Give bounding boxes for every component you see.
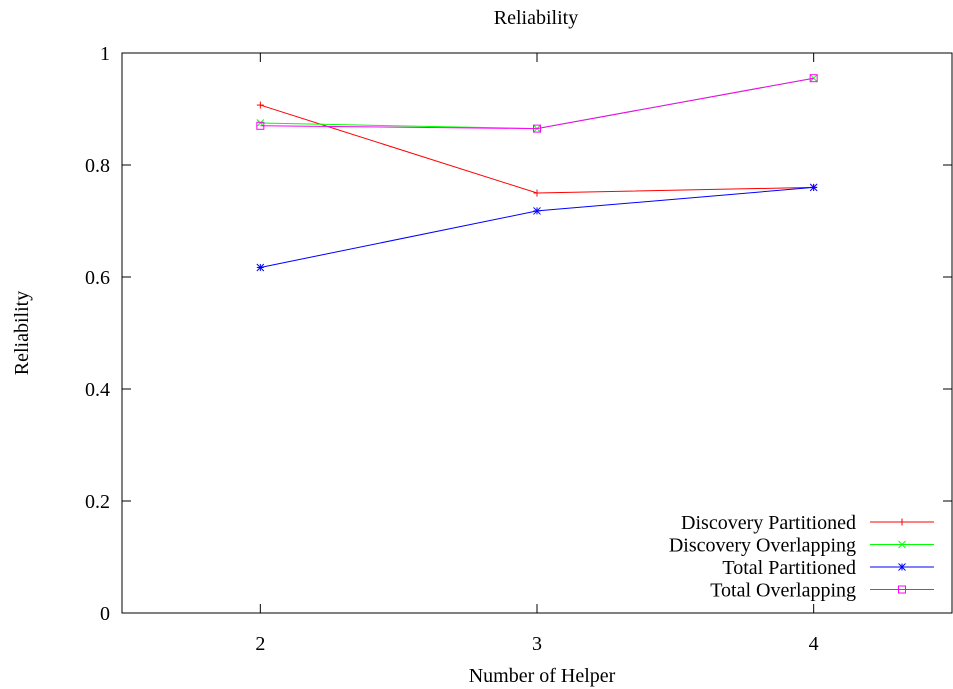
series-total-overlapping xyxy=(256,74,818,133)
series-discovery-overlapping xyxy=(256,74,818,133)
legend-marker xyxy=(898,540,906,549)
y-axis-title: Reliability xyxy=(11,291,33,375)
series-layer xyxy=(256,74,818,272)
legend-item-total-partitioned: Total Partitioned xyxy=(722,557,934,579)
series-line-discovery-overlapping xyxy=(260,77,814,130)
data-point-total-partitioned xyxy=(809,183,818,192)
legend-item-discovery-overlapping: Discovery Overlapping xyxy=(669,535,934,557)
y-tick-label: 0.8 xyxy=(85,155,110,177)
y-tick-label: 0 xyxy=(100,603,110,625)
x-tick-label: 4 xyxy=(809,633,819,655)
y-tick-label: 0.6 xyxy=(85,267,110,289)
data-point-total-overlapping xyxy=(533,124,541,133)
legend-marker xyxy=(898,585,906,594)
y-tick-label: 0.4 xyxy=(85,379,110,401)
series-line-discovery-partitioned xyxy=(260,104,814,194)
y-tick-label: 1 xyxy=(100,43,110,65)
data-point-total-overlapping xyxy=(809,74,818,83)
data-point-total-partitioned xyxy=(533,207,541,215)
legend-item-total-overlapping: Total Overlapping xyxy=(710,580,934,602)
y-axis-ticks: 0 0.2 0.4 0.6 0.8 1 xyxy=(85,43,952,625)
legend-label: Discovery Partitioned xyxy=(681,512,856,534)
series-line-total-overlapping xyxy=(260,77,814,130)
x-tick-label: 3 xyxy=(532,633,542,655)
legend-item-discovery-partitioned: Discovery Partitioned xyxy=(681,512,934,534)
series-total-partitioned xyxy=(256,183,818,272)
legend-marker xyxy=(898,563,906,571)
legend-marker xyxy=(898,518,906,526)
legend-label: Total Partitioned xyxy=(722,557,856,579)
y-tick-label: 0.2 xyxy=(85,491,110,513)
chart-title: Reliability xyxy=(494,7,578,29)
x-axis-title: Number of Helper xyxy=(469,665,616,687)
data-point-total-partitioned xyxy=(256,263,265,272)
data-point-discovery-partitioned xyxy=(256,101,264,109)
x-axis-ticks: 2 3 4 xyxy=(255,53,819,655)
legend-label: Total Overlapping xyxy=(710,580,856,602)
legend-label: Discovery Overlapping xyxy=(669,535,856,557)
data-point-total-overlapping xyxy=(256,121,265,130)
data-point-discovery-partitioned xyxy=(533,189,541,197)
series-discovery-partitioned xyxy=(256,101,818,197)
x-tick-label: 2 xyxy=(255,633,265,655)
series-line-total-partitioned xyxy=(260,186,814,268)
